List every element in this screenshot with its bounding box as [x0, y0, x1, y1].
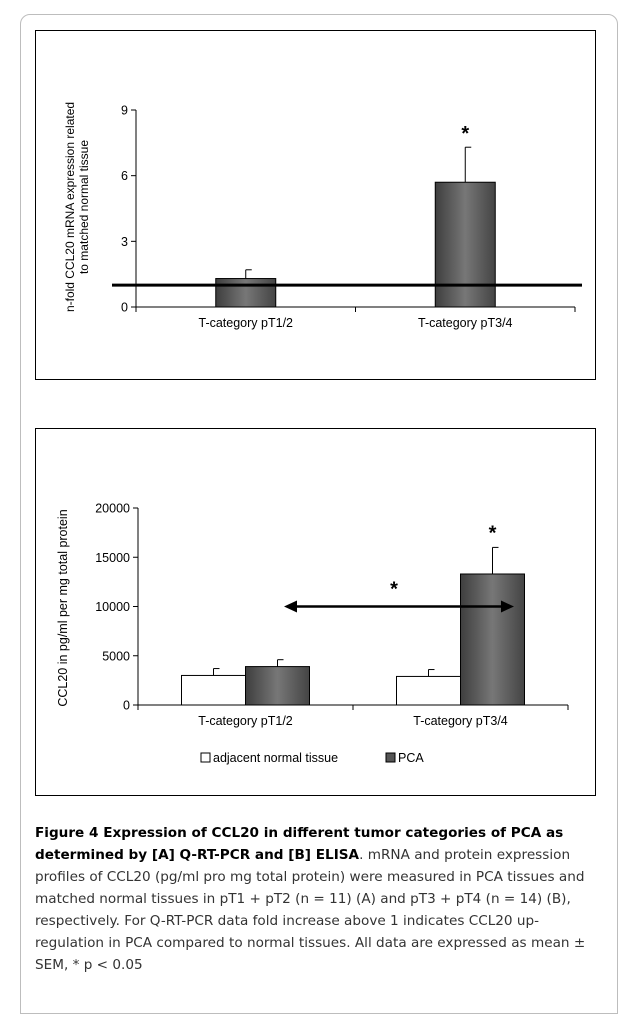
x-tick-label: T-category pT3/4 — [413, 714, 508, 728]
caption-body: . mRNA and protein expression profiles o… — [35, 847, 586, 973]
figure-caption: Figure 4 Expression of CCL20 in differen… — [35, 822, 607, 976]
plot-area-a: 0 3 6 9 T-category pT1/2 T-category pT3/4 * — [112, 104, 582, 330]
arrow-head-left — [284, 600, 297, 613]
chart-panel-b: CCL20 in pg/ml per mg total protein 0 500… — [35, 428, 596, 796]
x-tick-label: T-category pT3/4 — [418, 316, 513, 330]
chart-b-svg: CCL20 in pg/ml per mg total protein 0 500… — [56, 502, 569, 765]
significance-asterisk: * — [489, 522, 497, 544]
plot-area-b: 0 5000 10000 15000 20000 T-category pT1/2 T-ca… — [95, 502, 569, 765]
y-tick-label: 15000 — [95, 551, 130, 565]
y-tick-label: 20000 — [95, 502, 130, 516]
x-tick-label: T-category pT1/2 — [199, 316, 294, 330]
legend-swatch — [200, 752, 211, 763]
y-tick-label: 0 — [123, 699, 130, 713]
y-axis-title-b: CCL20 in pg/ml per mg total protein — [56, 509, 70, 706]
y-tick-label: 9 — [121, 104, 128, 118]
y-axis-title-a: n-fold CCL20 mRNA expression related to … — [63, 102, 91, 312]
bar — [460, 573, 525, 706]
chart-a-svg: n-fold CCL20 mRNA expression related to … — [63, 102, 582, 330]
legend-swatch — [385, 752, 396, 763]
x-tick-label: T-category pT1/2 — [198, 714, 293, 728]
y-tick-label: 10000 — [95, 600, 130, 614]
bar — [434, 181, 496, 308]
y-axis-title-a-line2: to matched normal tissue — [77, 140, 91, 274]
y-tick-label: 5000 — [102, 649, 130, 663]
legend-label: PCA — [398, 751, 424, 765]
arrow-head-right — [501, 600, 514, 613]
caption-title: Figure 4 Expression of CCL20 in differen… — [35, 825, 564, 863]
figure-frame — [20, 14, 618, 1014]
legend-label: adjacent normal tissue — [213, 751, 338, 765]
y-tick-label: 3 — [121, 235, 128, 249]
bar — [245, 666, 310, 706]
significance-asterisk: * — [390, 579, 398, 601]
y-tick-label: 0 — [121, 301, 128, 315]
y-tick-label: 6 — [121, 169, 128, 183]
y-axis-title-a-line1: n-fold CCL20 mRNA expression related — [63, 102, 77, 312]
bar — [396, 675, 461, 706]
bar — [215, 278, 277, 308]
bar — [181, 674, 246, 706]
chart-panel-a: n-fold CCL20 mRNA expression related to … — [35, 30, 596, 380]
significance-asterisk: * — [461, 123, 469, 145]
